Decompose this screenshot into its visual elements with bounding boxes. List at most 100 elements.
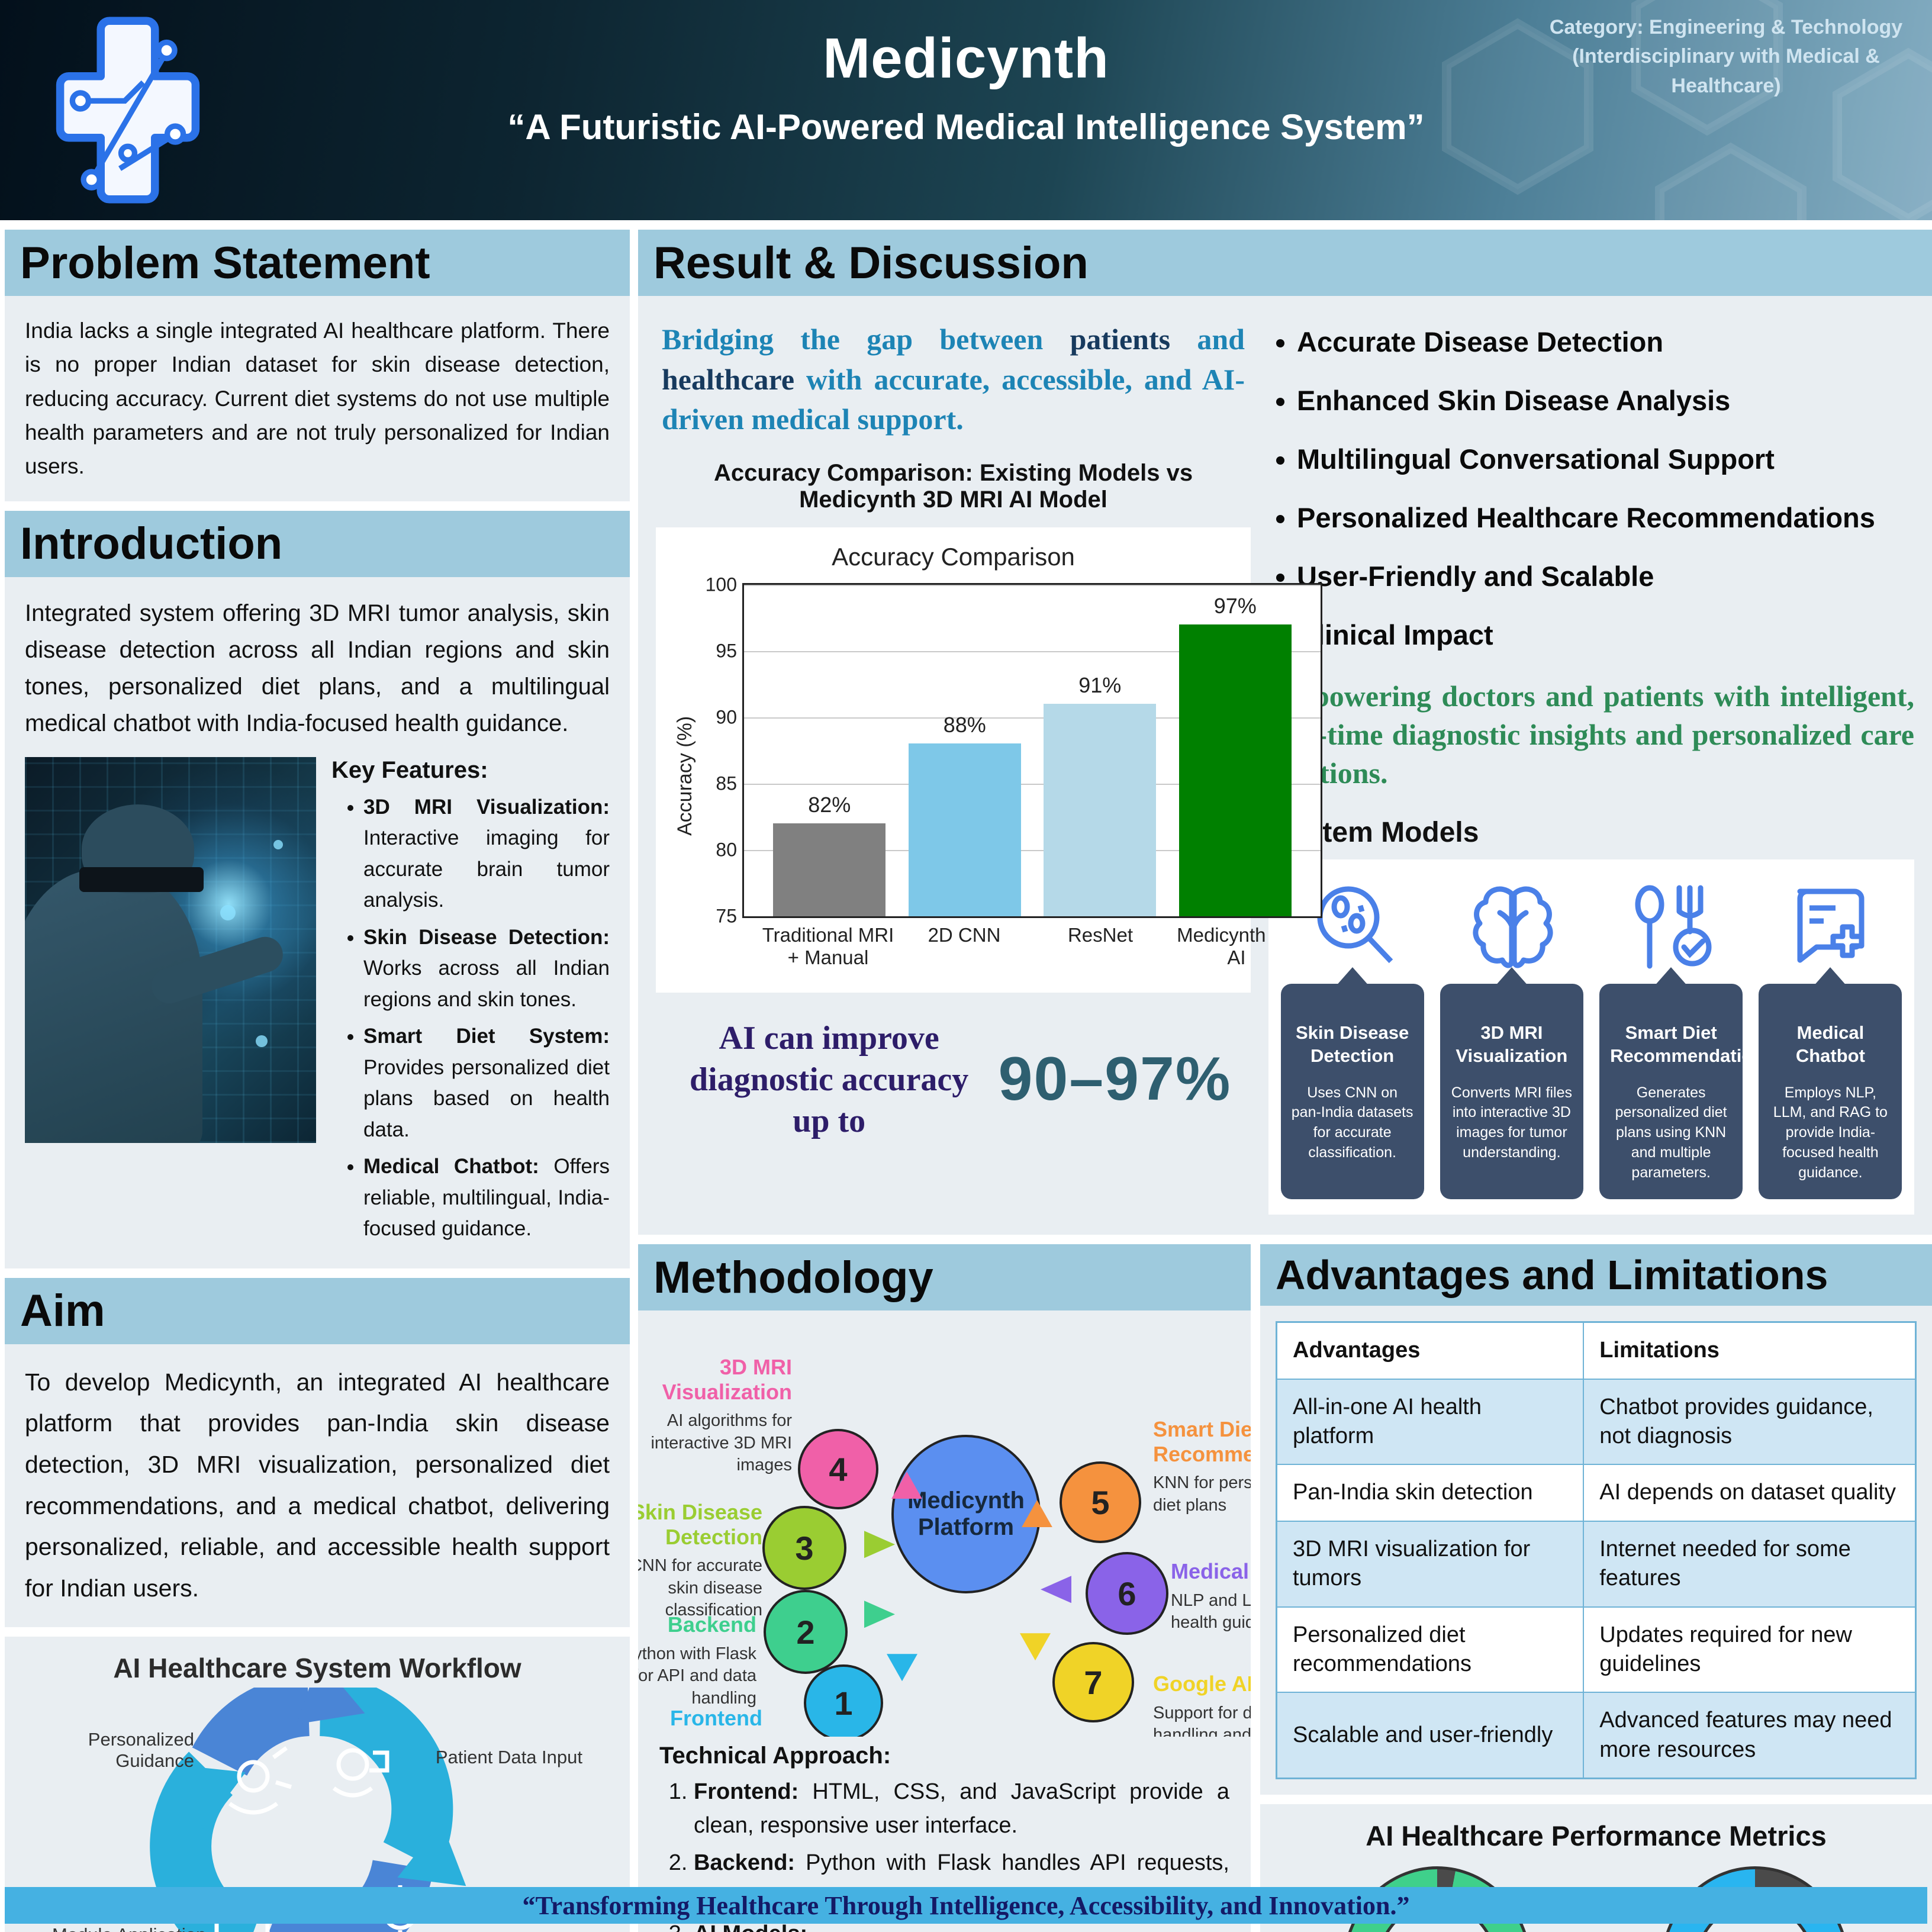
main-content: Problem Statement India lacks a single i… [0,220,1932,1932]
brain-icon [1473,886,1553,968]
key-feature-item: 3D MRI Visualization: Interactive imagin… [363,792,610,916]
arrow-node6 [1020,1633,1051,1661]
methodology-diagram: Medicynth Platform 4 3 2 1 5 6 7 [638,1322,1251,1737]
label-backend: BackendPython with Flask for API and dat… [638,1612,756,1708]
model-card-chatbot: Medical Chatbot Employs NLP, LLM, and RA… [1759,984,1902,1200]
hologram-dot [220,904,236,920]
bar-traditional: 82% [773,793,886,916]
bar-resnet: 91% [1044,673,1157,916]
header: Medicynth “A Futuristic AI-Powered Medic… [0,0,1932,220]
workflow-step-personalized-guidance: Personalized Guidance [88,1728,194,1771]
problem-statement-section: Problem Statement India lacks a single i… [5,230,630,501]
key-features-title: Key Features: [331,756,488,783]
impact-statement: Empowering doctors and patients with int… [1268,680,1914,790]
table-row: Scalable and user-friendly Advanced featu… [1276,1692,1917,1779]
table-row: Pan-India skin detection AI depends on da… [1276,1464,1917,1522]
aim-section: Aim To develop Medicynth, an integrated … [5,1277,630,1627]
workflow-step-patient-data-input: Patient Data Input [435,1746,582,1767]
table-row: All-in-one AI health platform Chatbot pro… [1276,1378,1917,1466]
tech-item: Frontend: HTML, CSS, and JavaScript prov… [694,1775,1229,1843]
adv-header: Advantages [1276,1321,1585,1380]
result-title: Result & Discussion [653,237,1089,288]
highlight-item: Multilingual Conversational Support [1297,443,1914,475]
category-label: Category: Engineering & Technology (Inte… [1549,16,1903,97]
tech-item: AI Models: Skin Disease Detection – Deep… [694,1917,1229,1932]
label-3d-mri: 3D MRI Visualization AI algorithms for in… [651,1355,792,1475]
footer-quote: “Transforming Healthcare Through Intelli… [522,1891,1410,1920]
key-feature-item: Medical Chatbot: Offers reliable, multil… [363,1151,610,1245]
node-0: 1 [804,1664,883,1737]
problem-body: India lacks a single integrated AI healt… [25,318,610,479]
plot-area: 100 95 90 85 80 75 82% 88% [706,574,1322,926]
stat-lead-text: AI can improve diagnostic accuracy up to [690,1019,969,1139]
surgeon-visor [79,867,204,892]
label-smart-diet: Smart Diet RecommendationKNN for persona… [1153,1417,1251,1515]
problem-title: Problem Statement [20,237,430,288]
arrow-node1 [864,1601,895,1628]
medicynth-logo [56,17,200,204]
label-skin-disease: Skin Disease Detection CNN for accurate s… [638,1500,762,1620]
result-headline: Bridging the gap between patients and he… [662,323,1245,436]
chart-caption: Accuracy Comparison: Existing Models vs … [713,459,1193,513]
accuracy-bar-chart: Accuracy Comparison Accuracy (%) 100 95 … [656,527,1322,993]
stat-value: 90–97% [998,1045,1232,1113]
result-left-column: Bridging the gap between patients and he… [656,316,1322,1215]
table-row: 3D MRI visualization for tumors Internet … [1276,1520,1917,1608]
highlight-item: Accurate Disease Detection [1297,326,1914,358]
result-right-column: Accurate Disease Detection Enhanced Skin… [1268,316,1914,1215]
advantages-table: Advantages Limitations All-in-one AI hea… [1276,1321,1917,1780]
hexagon-pattern [1442,0,1932,220]
highlights-list: Accurate Disease Detection Enhanced Skin… [1268,326,1914,651]
platform-node: Medicynth Platform [891,1435,1041,1594]
aim-body: To develop Medicynth, an integrated AI h… [25,1368,610,1602]
label-google-apis: Google APIsSupport for data handling and… [1153,1672,1251,1737]
arrow-node2 [864,1531,895,1559]
introduction-title: Introduction [20,519,283,569]
middle-right-area: Result & Discussion Bridging the gap bet… [638,230,1932,1932]
hologram-dot [256,1035,268,1047]
y-axis-label: Accuracy (%) [674,716,696,836]
chat-medical-icon [1797,888,1865,963]
surgeon-silhouette [25,869,202,1143]
metrics-title: AI Healthcare Performance Metrics [1366,1820,1827,1852]
highlight-item: Personalized Healthcare Recommendations [1297,501,1914,534]
model-card-diet: Smart Diet Recommendation Generates pers… [1599,984,1764,1200]
system-models-box: Skin Disease Detection Uses CNN on pan-I… [1268,859,1914,1215]
cutlery-check-icon [1635,885,1712,969]
key-feature-item: Skin Disease Detection: Works across all… [363,922,610,1016]
diagnostic-stat: AI can improve diagnostic accuracy up to… [656,1017,1251,1142]
node-6: 7 [1052,1642,1134,1723]
arrow-node0 [887,1654,917,1682]
introduction-section: Introduction Integrated system offering … [5,510,630,1268]
key-feature-item: Smart Diet System: Provides personalized… [363,1021,610,1145]
advantages-title: Advantages and Limitations [1276,1252,1828,1299]
highlight-item: Clinical Impact [1297,619,1914,651]
node-1: 2 [764,1590,848,1675]
node-4: 5 [1060,1461,1141,1544]
model-card-mri: 3D MRI Visualization Converts MRI files … [1440,984,1583,1200]
chart-title: Accuracy Comparison [832,542,1075,571]
methodology-title: Methodology [653,1252,933,1303]
aim-title: Aim [20,1286,105,1337]
methodology-section: Methodology Medicynth Platform 4 3 2 1 5… [638,1244,1251,1932]
hologram-dot [273,839,283,849]
node-5: 6 [1086,1552,1168,1635]
introduction-body: Integrated system offering 3D MRI tumor … [25,600,610,736]
key-features-list: 3D MRI Visualization: Interactive imagin… [331,792,610,1245]
poster-subtitle: “A Futuristic AI-Powered Medical Intelli… [507,107,1425,147]
result-discussion-section: Result & Discussion Bridging the gap bet… [638,230,1932,1235]
system-models-title: System Models [1272,817,1479,848]
workflow-title: AI Healthcare System Workflow [113,1652,521,1683]
advantages-section: Advantages and Limitations Advantages Li… [1260,1244,1932,1795]
footer-banner: “Transforming Healthcare Through Intelli… [5,1887,1927,1924]
model-card-skin: Skin Disease Detection Uses CNN on pan-I… [1280,984,1424,1200]
x-axis-labels: Traditional MRI + Manual 2D CNN ResNet M… [762,923,1296,968]
arrow-node5 [1041,1576,1071,1603]
label-medical-chatbot: Medical ChatbotNLP and LLM for health gu… [1171,1559,1251,1632]
label-frontend: FrontendHTML, CSS, and JavaScript for us… [670,1706,762,1731]
bar-medicynth: 97% [1178,594,1292,916]
highlight-item: Enhanced Skin Disease Analysis [1297,384,1914,417]
highlight-item: User-Friendly and Scalable [1297,560,1914,593]
bar-2d-cnn: 88% [908,713,1021,916]
